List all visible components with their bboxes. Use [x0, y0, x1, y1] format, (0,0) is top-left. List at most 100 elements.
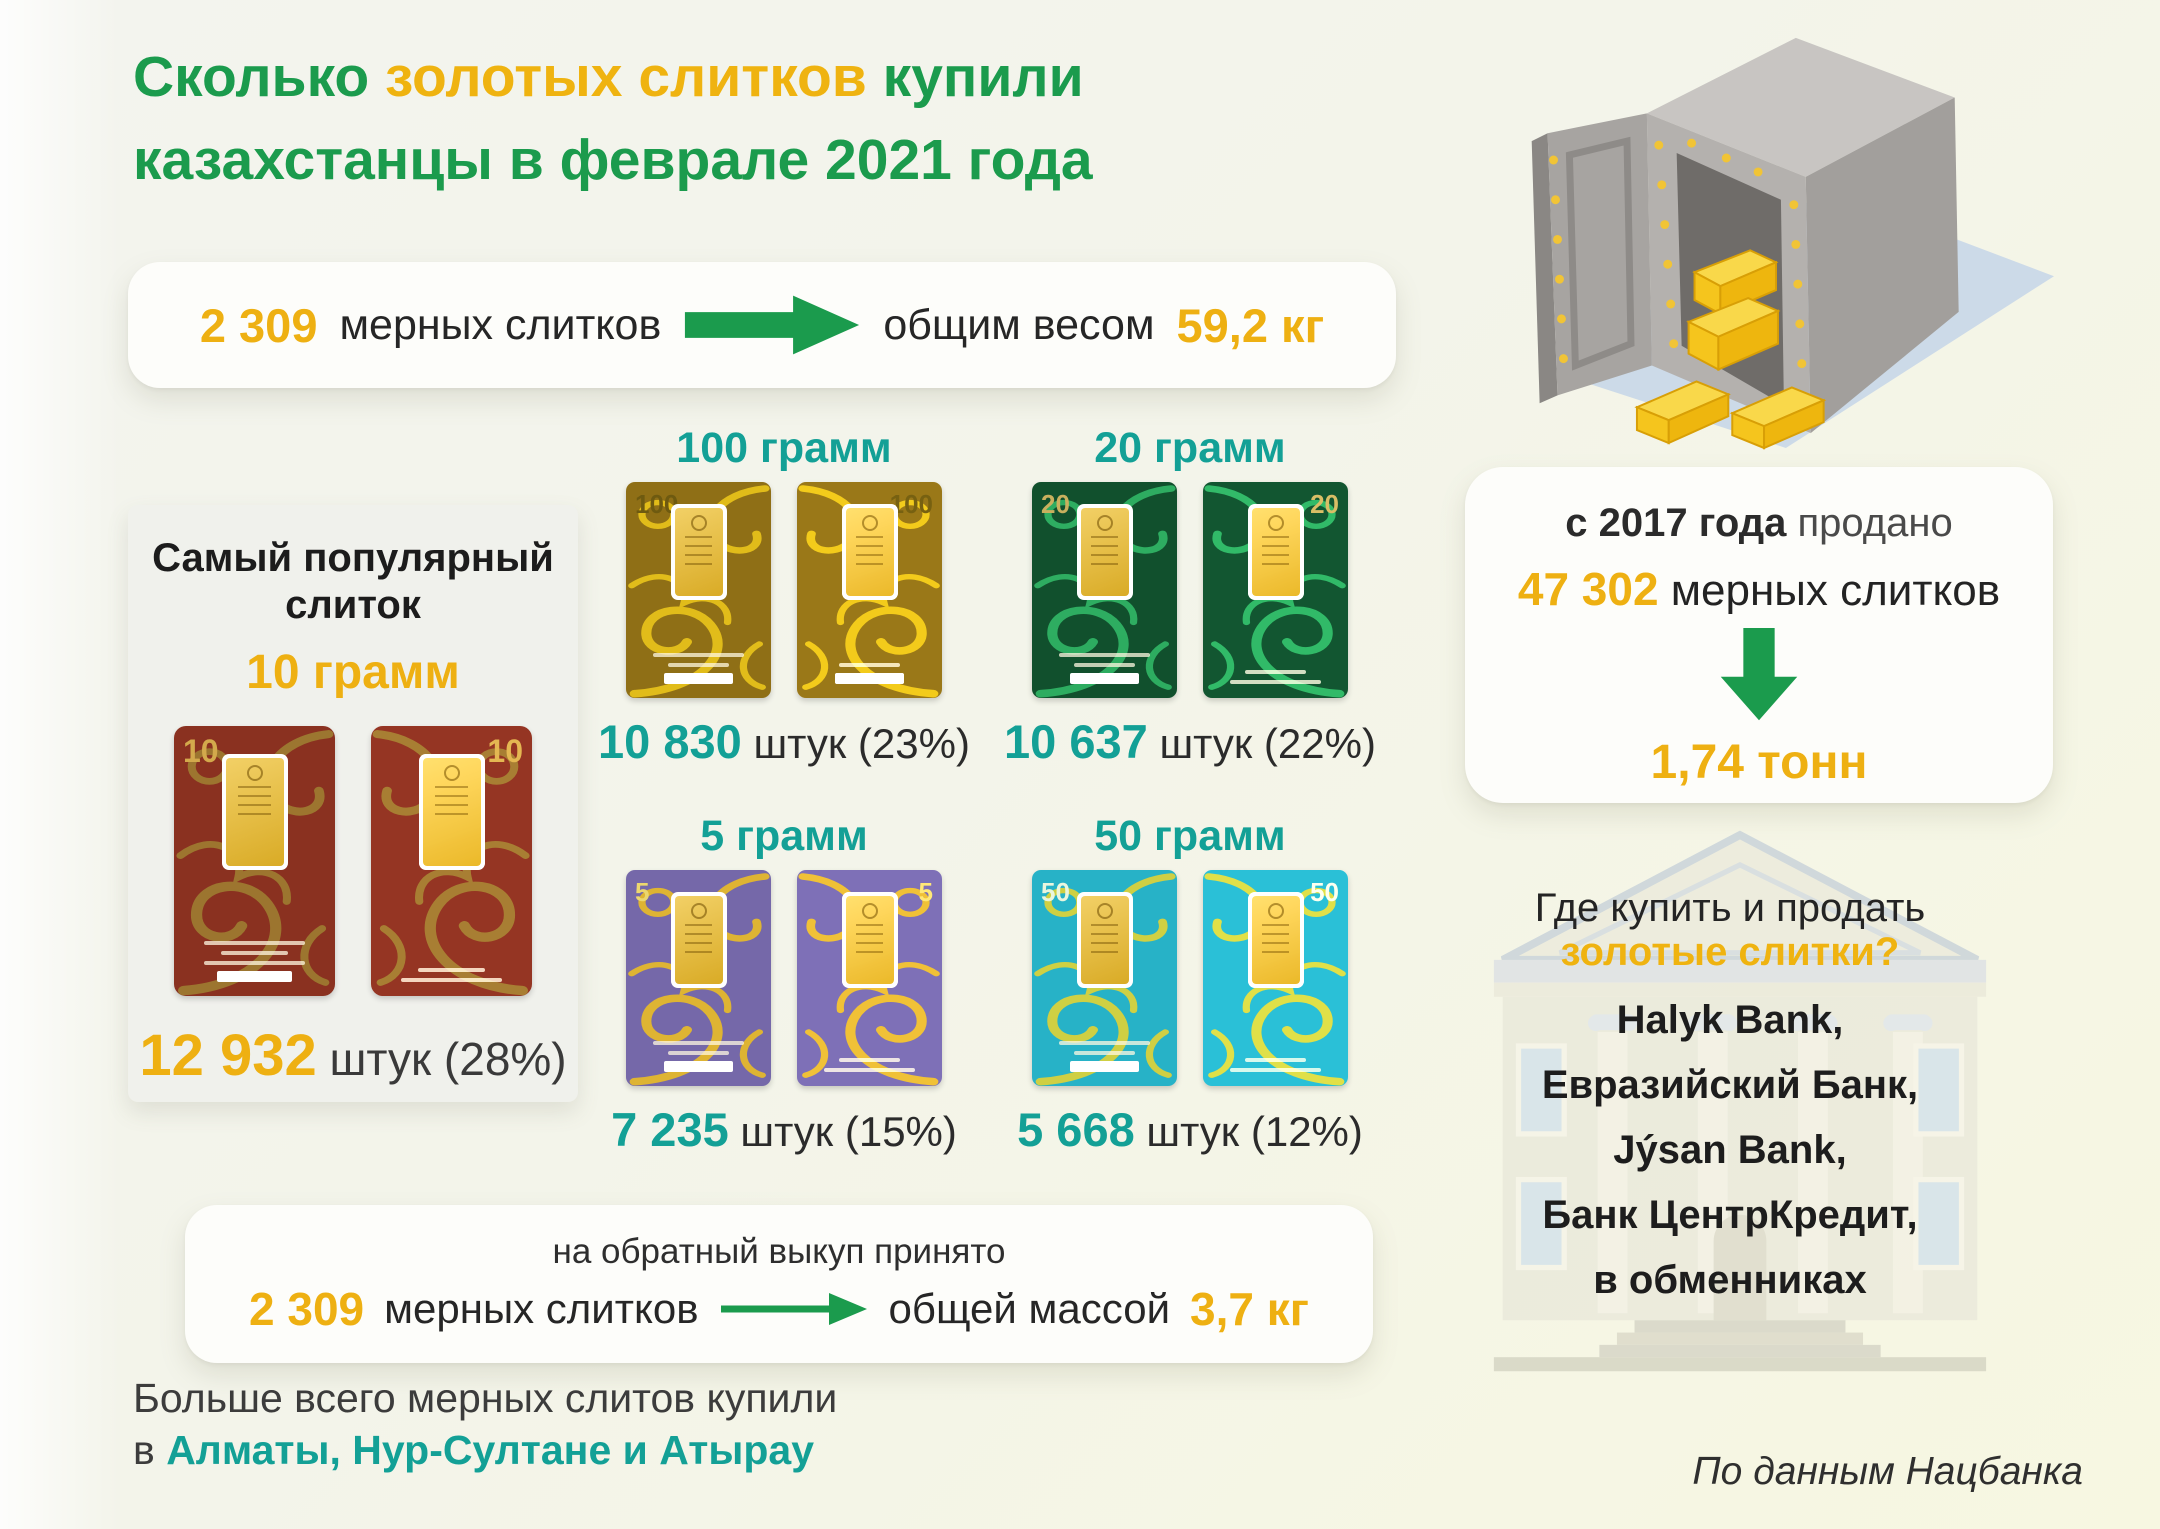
- gold-ingot: [845, 508, 894, 596]
- gold-bar: [1076, 892, 1133, 988]
- popular-title-line2: слиток: [285, 583, 421, 628]
- buyback-mass-label: общей массой: [888, 1285, 1171, 1332]
- since-2017-total: 1,74 тонн: [1650, 736, 1868, 789]
- title-part-2: золотых слитков: [385, 45, 883, 109]
- tile-20g-label: 20 грамм: [1094, 424, 1286, 472]
- bank-item-centercredit: Банк ЦентрКредит,: [1542, 1193, 1918, 1237]
- gold-ingot: [422, 758, 481, 867]
- gold-bar-card-50g-front: 50: [1032, 870, 1177, 1086]
- buyback-mass: 3,7 кг: [1190, 1283, 1309, 1335]
- cities-list: Алматы, Нур-Султане и Атырау: [166, 1427, 815, 1474]
- bar-weight-corner: 5: [635, 877, 650, 907]
- tile-100g-count: 10 830: [598, 715, 742, 768]
- gold-bar: [670, 892, 727, 988]
- bar-weight-corner: 5: [918, 877, 933, 907]
- gold-bar-card-20g-back: 20: [1203, 482, 1348, 698]
- tile-20g-cards: 20 20: [975, 482, 1405, 698]
- safe-illustration: [1488, 14, 2054, 450]
- bar-card-text-lines: [643, 653, 753, 684]
- arrow-right-thin-icon: [720, 1293, 867, 1325]
- safe-icon: [1531, 37, 2054, 450]
- gold-bar-card-100g-back: 100: [797, 482, 942, 698]
- gold-ingot: [1251, 896, 1300, 984]
- bank-item-exchanges: в обменниках: [1593, 1258, 1867, 1302]
- bar-weight-corner: 20: [1041, 489, 1070, 519]
- gold-ingots-floor: [1634, 380, 1827, 450]
- tile-5g-cards: 5 5: [569, 870, 999, 1086]
- tile-5g-label: 5 грамм: [700, 812, 868, 860]
- since-2017-lead-bold: с 2017 года: [1565, 501, 1787, 545]
- tile-100g: 100 грамм 100 100 10 830 штук (23%): [569, 424, 999, 769]
- arrow-down-icon: [1720, 628, 1798, 721]
- bank-building-illustration: [1493, 830, 1987, 1372]
- tile-50g-count-row: 5 668 штук (12%): [975, 1102, 1405, 1157]
- bar-card-text-lines: [390, 968, 512, 983]
- popular-count-row: 12 932 штук (28%): [128, 1022, 578, 1089]
- tile-100g-count-row: 10 830 штук (23%): [569, 714, 999, 769]
- gold-ingot: [674, 896, 723, 984]
- tile-20g-count: 10 637: [1004, 715, 1148, 768]
- cities-line-1: Больше всего мерных слитов купили: [133, 1375, 838, 1421]
- tile-20g-count-row: 10 637 штук (22%): [975, 714, 1405, 769]
- since-2017-lead: с 2017 года продано: [1465, 501, 2053, 546]
- gold-bar: [841, 892, 898, 988]
- buyback-banner: на обратный выкуп принято 2 309 мерных с…: [185, 1205, 1373, 1363]
- title-part-3: купили: [882, 45, 1084, 109]
- purchased-count: 2 309: [199, 298, 318, 352]
- gold-bar-card-10g-back: 10: [371, 726, 532, 997]
- popular-count-suffix: штук (28%): [329, 1033, 567, 1086]
- most-popular-panel: Самый популярный слиток 10 грамм 10 10 1…: [128, 505, 578, 1102]
- bar-card-text-lines: [1220, 670, 1330, 684]
- bank-item-jysan: Jýsan Bank,: [1613, 1128, 1847, 1172]
- bar-card-text-lines: [1049, 1041, 1159, 1072]
- purchased-count-label: мерных слитков: [339, 300, 662, 349]
- gold-ingot: [1080, 896, 1129, 984]
- gold-bar: [221, 754, 288, 871]
- gold-bar-card-5g-back: 5: [797, 870, 942, 1086]
- gold-bar: [418, 754, 485, 871]
- gold-bar-card-20g-front: 20: [1032, 482, 1177, 698]
- buyback-row: 2 309 мерных слитков общей массой 3,7 кг: [249, 1282, 1309, 1336]
- tile-50g-cards: 50 50: [975, 870, 1405, 1086]
- bar-weight-corner: 10: [487, 733, 523, 770]
- buyback-title: на обратный выкуп принято: [552, 1232, 1006, 1271]
- since-2017-count-row: 47 302 мерных слитков: [1465, 562, 2053, 616]
- buyback-count-label: мерных слитков: [384, 1285, 699, 1332]
- popular-count: 12 932: [139, 1023, 317, 1089]
- tile-50g-suffix: штук (12%): [1146, 1108, 1363, 1155]
- tile-20g: 20 грамм 20 20 10 637 штук (22%): [975, 424, 1405, 769]
- bank-item-halyk: Halyk Bank,: [1616, 998, 1844, 1042]
- gold-bar-card-5g-front: 5: [626, 870, 771, 1086]
- tile-5g-suffix: штук (15%): [740, 1108, 957, 1155]
- popular-weight: 10 грамм: [246, 646, 460, 700]
- gold-ingot: [1251, 508, 1300, 596]
- popular-title: Самый популярный слиток: [128, 535, 578, 629]
- question-line-2: золотые слитки?: [1560, 930, 1900, 974]
- bar-card-text-lines: [643, 1041, 753, 1072]
- title-line-2: казахстанцы в феврале 2021 года: [133, 127, 1093, 192]
- bar-weight-corner: 20: [1310, 489, 1339, 519]
- tile-5g-count: 7 235: [611, 1103, 729, 1156]
- bar-weight-corner: 50: [1041, 877, 1070, 907]
- bar-weight-corner: 50: [1310, 877, 1339, 907]
- gold-bar-card-100g-front: 100: [626, 482, 771, 698]
- title-part-1: Сколько: [133, 45, 386, 109]
- total-weight-label: общим весом: [883, 300, 1155, 349]
- since-2017-arrow: [1465, 628, 2053, 727]
- popular-title-line1: Самый популярный: [152, 536, 554, 580]
- bar-card-text-lines: [193, 941, 315, 983]
- arrow-right-icon: [685, 295, 860, 355]
- where-to-buy-section: Где купить и продать золотые слитки? Hal…: [1420, 828, 2040, 1408]
- tile-50g: 50 грамм 50 50 5 668 штук (12%): [975, 812, 1405, 1157]
- bar-card-text-lines: [814, 1058, 924, 1072]
- bar-card-text-lines: [814, 663, 924, 684]
- since-2017-card: с 2017 года продано 47 302 мерных слитко…: [1465, 467, 2053, 803]
- buyback-count: 2 309: [249, 1283, 365, 1335]
- bank-list: Halyk Bank, Евразийский Банк, Jýsan Bank…: [1430, 998, 2030, 1302]
- bar-card-text-lines: [1049, 653, 1159, 684]
- tile-100g-cards: 100 100: [569, 482, 999, 698]
- tile-100g-suffix: штук (23%): [753, 720, 970, 767]
- tile-5g-count-row: 7 235 штук (15%): [569, 1102, 999, 1157]
- since-2017-lead-rest: продано: [1786, 501, 1953, 545]
- gold-ingot: [225, 758, 284, 867]
